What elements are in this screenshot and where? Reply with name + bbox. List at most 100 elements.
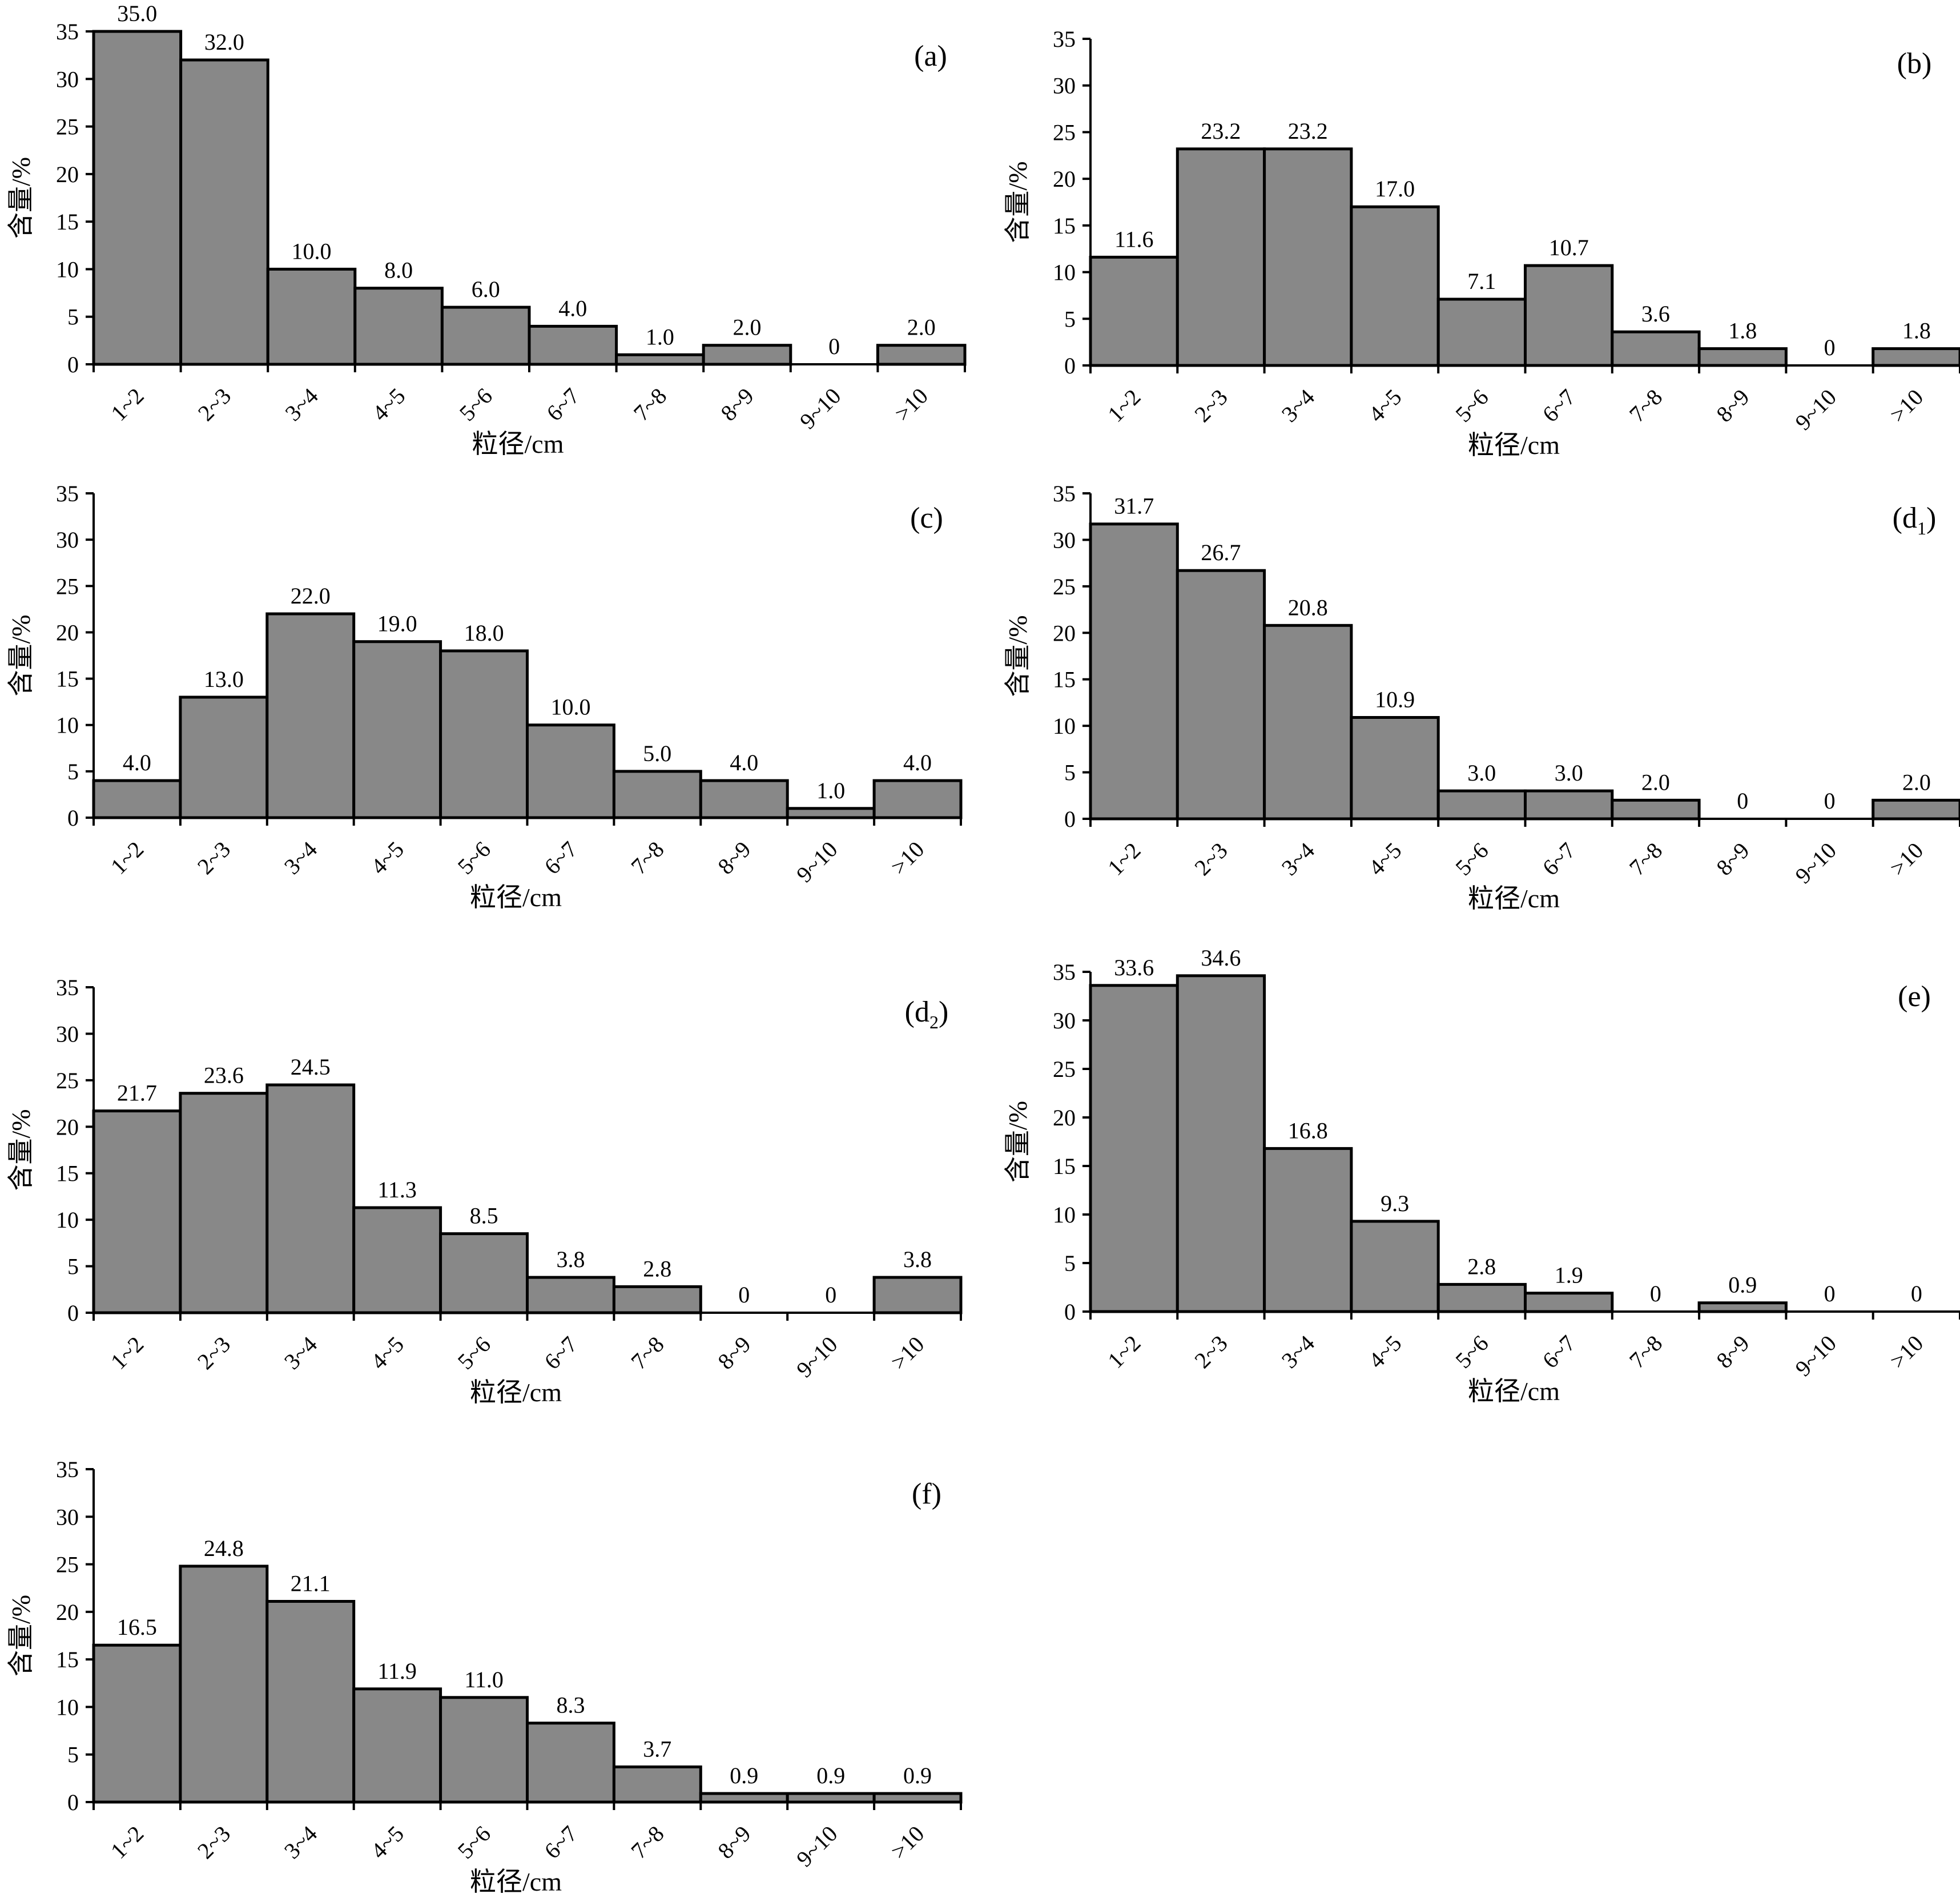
x-tick-label: 9~10: [791, 1821, 843, 1872]
data-label: 23.2: [1288, 118, 1328, 144]
y-tick-label: 20: [1053, 166, 1076, 192]
bar-1~2: [1089, 984, 1179, 1313]
data-label: 0: [738, 1282, 750, 1308]
data-label: 17.0: [1375, 176, 1415, 202]
y-tick-label: 5: [1064, 1250, 1076, 1276]
data-label: 2.8: [1467, 1253, 1496, 1279]
x-tick-label: 6~7: [539, 1821, 582, 1864]
bar-5~6: [1436, 789, 1527, 821]
data-label: 11.0: [464, 1667, 504, 1692]
panel-label: (a): [914, 40, 947, 73]
bar-3~4: [266, 267, 357, 366]
y-tick-label: 10: [56, 256, 79, 282]
y-tick-label: 35: [56, 19, 79, 45]
data-label: 10.0: [551, 694, 591, 720]
x-tick-label: 6~7: [539, 1332, 582, 1374]
y-tick-label: 20: [56, 1114, 79, 1140]
y-tick-label: 25: [1053, 1056, 1076, 1082]
data-label: 4.0: [123, 750, 151, 775]
chart-panel-3: 31.7 26.7 20.8 10.9 3.0 3.0 2.0 0 0 2.0 0 5 10 15 20 25…: [1003, 481, 1960, 913]
x-tick-label: >10: [1885, 838, 1928, 881]
y-tick-label: 15: [56, 666, 79, 692]
bar-9~10: [786, 1792, 876, 1804]
data-label: 24.8: [204, 1535, 244, 1561]
data-label: 10.7: [1549, 235, 1589, 260]
x-tick-label: 2~3: [192, 837, 235, 879]
data-label: 7.1: [1467, 268, 1496, 294]
data-label: 8.5: [470, 1203, 498, 1229]
data-label: 1.0: [646, 324, 674, 349]
data-label: 10.0: [292, 238, 332, 264]
y-axis-title: 含量/%: [6, 614, 35, 696]
y-tick-label: 30: [56, 1021, 79, 1047]
data-label: 13.0: [204, 666, 244, 692]
x-tick-label: 8~9: [713, 837, 755, 879]
data-label: 2.0: [1902, 769, 1931, 795]
y-tick-label: 25: [56, 573, 79, 599]
x-tick-label: 9~10: [1790, 1330, 1841, 1382]
x-tick-label: 7~8: [1624, 1330, 1667, 1373]
bar-7~8: [612, 1285, 702, 1314]
x-tick-label: >10: [886, 1332, 929, 1375]
x-tick-label: 2~3: [193, 383, 236, 426]
bar-1~2: [92, 779, 182, 819]
data-label: 23.6: [204, 1063, 244, 1088]
bar-6~7: [526, 1276, 615, 1314]
data-label: 3.8: [903, 1246, 932, 1272]
x-tick-label: 1~2: [106, 383, 148, 426]
panel-label: (f): [912, 1478, 941, 1510]
y-tick-label: 5: [67, 1254, 79, 1280]
x-tick-label: 8~9: [713, 1821, 755, 1864]
x-tick-label: 3~4: [279, 837, 322, 879]
data-label: 21.7: [117, 1080, 157, 1106]
x-tick-label: >10: [1885, 1330, 1928, 1374]
panel-label: (d1): [1893, 502, 1937, 538]
x-tick-label: 3~4: [279, 1332, 322, 1374]
bar-1~2: [1089, 255, 1179, 367]
bar-4~5: [352, 640, 442, 819]
x-tick-label: 5~6: [1450, 384, 1493, 427]
y-tick-label: 5: [67, 304, 79, 330]
x-tick-label: 3~4: [1277, 1330, 1319, 1373]
y-tick-label: 30: [1053, 1008, 1076, 1034]
chart-panel-0: 35.0 32.0 10.0 8.0 6.0 4.0 1.0 2.0 0 2.0 0 5 10 15 20 2…: [6, 1, 967, 459]
x-tick-label: 1~2: [106, 1821, 148, 1864]
data-label: 18.0: [464, 620, 504, 646]
bar-5~6: [439, 1232, 529, 1314]
data-label: 11.9: [377, 1658, 417, 1684]
x-tick-label: 6~7: [1538, 384, 1580, 427]
data-label: 0: [1911, 1281, 1922, 1306]
y-tick-label: 15: [1053, 1153, 1076, 1179]
bar-4~5: [353, 287, 444, 366]
x-tick-label: 3~4: [279, 1821, 322, 1864]
x-tick-label: 1~2: [106, 837, 148, 879]
data-label: 16.8: [1288, 1117, 1328, 1143]
data-label: 3.7: [643, 1736, 671, 1762]
data-label: 34.6: [1201, 945, 1241, 971]
x-tick-label: 7~8: [626, 1332, 669, 1374]
x-axis-title: 粒径/cm: [1468, 1377, 1560, 1406]
bar->10: [872, 1792, 963, 1804]
y-tick-label: 30: [56, 527, 79, 553]
y-tick-label: 30: [1053, 73, 1076, 99]
bar-4~5: [352, 1687, 442, 1804]
data-label: 0: [1824, 1281, 1836, 1306]
x-tick-label: 9~10: [795, 383, 846, 435]
y-tick-label: 15: [56, 1647, 79, 1672]
x-tick-label: 4~5: [367, 383, 410, 426]
bar->10: [1872, 347, 1960, 367]
x-tick-label: >10: [890, 383, 933, 427]
y-tick-label: 20: [56, 620, 79, 645]
x-tick-label: 6~7: [541, 383, 584, 426]
chart-panel-5: 33.6 34.6 16.8 9.3 2.8 1.9 0 0.9 0 0 0 5 10 15 20 25 30 3…: [1003, 945, 1960, 1406]
y-tick-label: 0: [67, 1790, 79, 1815]
bar-8~9: [702, 344, 792, 366]
x-tick-label: 8~9: [715, 383, 758, 426]
data-label: 2.0: [907, 315, 936, 340]
bar-7~8: [612, 1765, 702, 1804]
data-label: 3.6: [1641, 301, 1670, 327]
y-tick-label: 15: [56, 209, 79, 235]
bar-5~6: [439, 649, 529, 819]
y-tick-label: 10: [56, 713, 79, 738]
bar-7~8: [1611, 798, 1701, 821]
